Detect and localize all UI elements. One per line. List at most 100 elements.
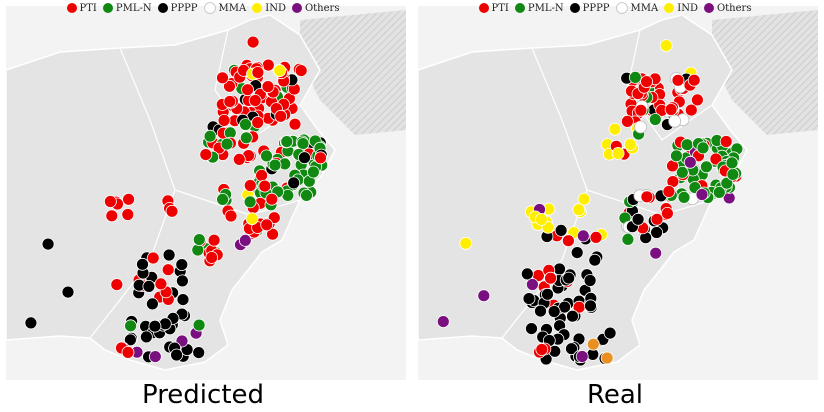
predicted-caption: Predicted <box>141 380 265 410</box>
pti-marker <box>288 117 302 131</box>
pml-n-marker <box>669 149 683 163</box>
legend-item-ind: IND <box>252 3 286 14</box>
pppp-marker <box>562 271 576 285</box>
pti-marker <box>634 103 648 117</box>
pti-marker <box>620 115 634 128</box>
others-marker <box>695 188 709 201</box>
pppp-marker <box>41 237 55 251</box>
pppp-marker <box>145 297 159 311</box>
others-swatch-icon <box>291 3 302 13</box>
ind-swatch-icon <box>664 3 675 13</box>
disputed-region-hatch <box>712 10 818 135</box>
pml-n-marker <box>260 149 273 163</box>
pti-marker <box>671 73 685 87</box>
legend: PTI PML-N PPPP MMA IND Others <box>0 2 406 14</box>
mma-marker <box>634 120 648 134</box>
pml-n-marker <box>699 160 713 174</box>
pti-marker <box>122 192 136 206</box>
pti-marker <box>251 66 265 79</box>
pti-marker <box>146 251 160 265</box>
others-marker <box>477 289 491 303</box>
pml-n-marker <box>280 135 294 149</box>
pti-marker <box>216 71 229 85</box>
mma-swatch-icon <box>615 2 628 14</box>
pppp-marker <box>570 246 584 260</box>
ind-marker <box>577 192 591 206</box>
ind-marker <box>572 203 586 217</box>
pppp-marker <box>541 287 554 301</box>
pml-n-marker <box>648 113 662 126</box>
pppp-marker <box>584 299 597 313</box>
pml-n-marker <box>239 118 252 131</box>
pti-marker <box>223 79 236 93</box>
pml-n-marker <box>720 176 734 190</box>
pti-marker <box>217 114 231 127</box>
pml-n-marker <box>300 188 313 202</box>
pti-marker <box>154 277 168 291</box>
pml-n-marker <box>216 192 230 206</box>
others-marker <box>683 155 697 169</box>
pml-n-marker <box>621 232 635 246</box>
ind-marker <box>659 39 673 52</box>
pppp-marker <box>298 151 311 165</box>
pti-marker <box>265 192 279 206</box>
predicted-panel: PTI PML-N PPPP MMA IND Others Predicted <box>0 0 406 412</box>
pti-marker <box>690 93 704 107</box>
pml-n-marker <box>725 156 739 170</box>
pppp-marker <box>136 257 149 271</box>
pppp-marker <box>162 248 176 262</box>
pti-swatch-icon <box>66 3 77 13</box>
pml-n-marker <box>680 138 694 152</box>
legend-item-pppp: PPPP <box>157 3 198 14</box>
pml-n-marker <box>239 131 253 145</box>
pppp-marker <box>565 342 578 356</box>
pti-marker <box>660 206 674 220</box>
pti-marker <box>640 75 654 88</box>
legend-item-pppp: PPPP <box>569 3 610 14</box>
others-marker <box>649 246 663 260</box>
real-map <box>417 6 818 380</box>
pti-marker <box>664 103 678 116</box>
pppp-marker <box>139 330 153 344</box>
pml-n-marker <box>696 141 710 155</box>
pti-marker <box>709 152 723 166</box>
legend-item-pml-n: PML-N <box>514 3 564 14</box>
pti-marker <box>274 109 288 123</box>
pti-marker <box>544 271 558 285</box>
pppp-marker <box>520 267 534 281</box>
ind-swatch-icon <box>252 3 263 13</box>
ind-marker <box>459 236 473 250</box>
pml-n-marker <box>192 318 206 332</box>
others-marker <box>575 350 589 363</box>
pppp-marker <box>631 212 645 226</box>
real-panel: PTI PML-N PPPP MMA IND Others Real <box>412 0 818 412</box>
pti-marker <box>261 80 275 93</box>
pppp-marker <box>534 304 547 318</box>
pml-n-marker <box>675 165 689 179</box>
real-caption: Real <box>586 380 644 410</box>
pppp-marker <box>287 176 301 190</box>
pppp-marker <box>566 309 579 323</box>
pti-marker <box>121 345 135 359</box>
pppp-marker <box>24 316 38 330</box>
others-marker <box>436 315 450 329</box>
ind-marker <box>245 212 259 226</box>
pml-n-marker <box>306 165 320 179</box>
pti-marker <box>535 343 549 356</box>
legend: PTI PML-N PPPP MMA IND Others <box>412 2 818 14</box>
pml-n-marker <box>243 195 257 209</box>
pppp-marker <box>650 226 664 239</box>
pppp-marker <box>158 317 172 331</box>
pti-marker <box>561 234 575 248</box>
pti-marker <box>205 251 219 264</box>
legend-item-mma: MMA <box>203 2 246 14</box>
pti-marker <box>161 263 175 277</box>
pml-n-marker <box>296 137 310 151</box>
pppp-swatch-icon <box>569 3 580 13</box>
pti-marker <box>662 185 676 198</box>
pti-marker <box>232 152 246 166</box>
pppp-marker <box>170 348 184 362</box>
mma-marker <box>668 114 682 128</box>
pti-marker <box>260 218 274 232</box>
pppp-marker <box>554 223 568 237</box>
